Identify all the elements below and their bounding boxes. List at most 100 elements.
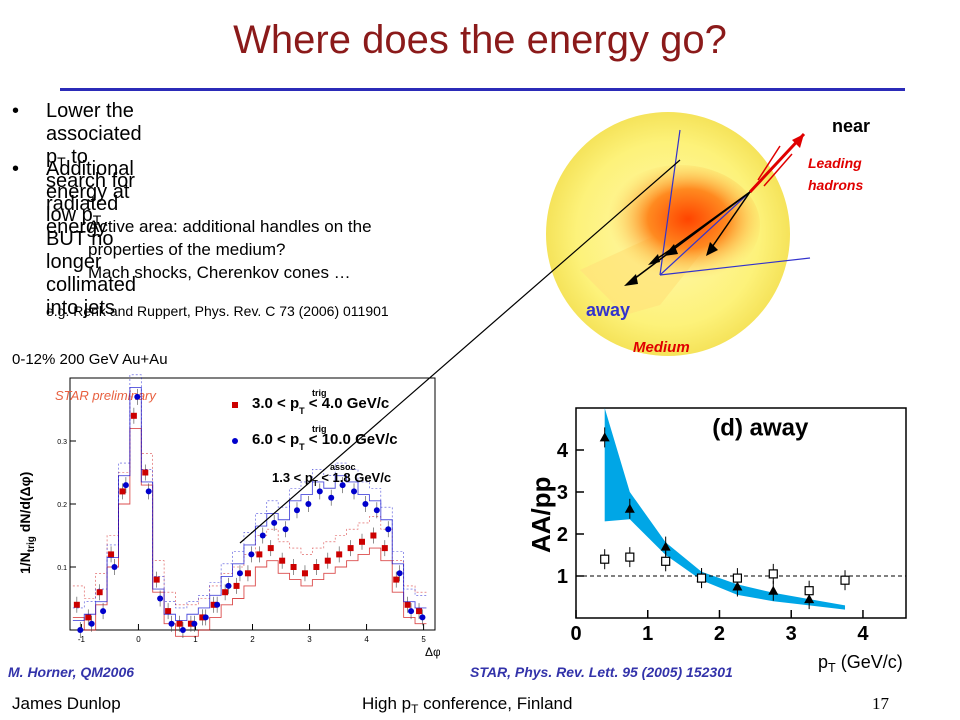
legend-cut-sup: assoc (330, 462, 356, 472)
leading-label: hadrons (808, 177, 863, 193)
data-point (77, 627, 84, 633)
x-tick-label: 2 (250, 635, 255, 644)
data-point (100, 608, 107, 615)
data-point (233, 582, 240, 589)
legend-sup: trig (312, 424, 327, 434)
data-point (222, 589, 229, 596)
data-point (111, 564, 118, 570)
data-point (191, 620, 198, 627)
data-point (732, 573, 743, 583)
y-tick-label: 0.3 (57, 439, 67, 446)
axis-line (659, 257, 811, 276)
y-tick-label: 0.2 (57, 502, 67, 509)
away-label: away (586, 300, 630, 320)
data-point (279, 557, 286, 564)
data-point (85, 614, 92, 621)
data-point (290, 564, 297, 570)
data-point (625, 552, 635, 562)
data-point (696, 573, 707, 583)
hadron-arrow (763, 153, 793, 187)
chart2-panel-label: (d) away (712, 414, 809, 441)
leading-label: Leading (808, 155, 862, 171)
bullet-2-text: Additional energy at low pT BUT no longe… (46, 158, 137, 319)
data-point (804, 586, 814, 596)
data-point (305, 501, 312, 507)
data-point (108, 551, 115, 558)
data-point (282, 526, 289, 533)
y-tick-label: 2 (557, 524, 568, 546)
data-point (660, 541, 671, 551)
data-point (661, 556, 671, 566)
y-tick-label: 1 (557, 566, 568, 588)
data-point (165, 608, 172, 615)
x-tick-label: 0 (136, 635, 141, 644)
data-point (396, 570, 403, 577)
data-point (600, 554, 610, 564)
slide-title: Where does the energy go? (233, 18, 727, 62)
data-point (370, 532, 377, 539)
data-point (145, 488, 152, 495)
x-tick-label: 1 (193, 635, 198, 644)
subpoint-2: Mach shocks, Cherenkov cones … (88, 263, 351, 282)
data-point (419, 614, 426, 621)
legend-entry: 6.0 < pT < 10.0 GeV/c (252, 431, 398, 452)
subpoint-1: Active area: additional handles on the (88, 217, 372, 236)
y-tick-label: 0.1 (57, 565, 67, 572)
x-tick-label: 4 (364, 635, 369, 644)
chart2-xlabel: pT (GeV/c) (818, 652, 903, 675)
medium-label: Medium (633, 339, 690, 356)
hot-region (600, 165, 760, 285)
data-point (328, 494, 335, 501)
x-tick-label: 3 (786, 623, 797, 645)
x-tick-label: 0 (570, 623, 581, 645)
data-point (168, 620, 175, 627)
x-tick-label: 4 (857, 623, 869, 645)
data-point (122, 482, 129, 489)
data-point (316, 488, 323, 495)
near-label: near (832, 116, 870, 136)
data-point (214, 601, 221, 608)
page-number: 17 (872, 694, 889, 713)
data-point (199, 614, 206, 621)
data-point (176, 620, 183, 627)
title-divider (60, 88, 905, 91)
data-point (119, 488, 126, 495)
data-point (248, 551, 255, 558)
subpoint-1-cont: properties of the medium? (88, 240, 286, 259)
data-point (210, 601, 217, 608)
chart1-xlabel: Δφ (425, 645, 440, 659)
chart1-caption: 0-12% 200 GeV Au+Au (12, 351, 168, 368)
data-point (236, 570, 243, 577)
data-point (202, 614, 209, 621)
data-point (840, 575, 850, 585)
data-point (416, 608, 423, 615)
data-point (768, 585, 779, 595)
data-point (259, 532, 266, 539)
data-point (301, 570, 308, 577)
chart2-ylabel: AA/pp (526, 476, 556, 553)
footer-conference: High pT conference, Finland (362, 694, 573, 716)
chart1-ylabel: 1/Ntrig dN/d(Δφ) (17, 472, 37, 574)
data-point (373, 507, 380, 514)
data-point (385, 526, 392, 533)
bullet-dot-icon: • (12, 100, 20, 122)
data-point (134, 393, 141, 400)
x-tick-label: 3 (307, 635, 312, 644)
data-point (130, 412, 137, 419)
legend-sup: trig (312, 388, 327, 398)
data-point (362, 501, 369, 507)
chart1-source: M. Horner, QM2006 (8, 664, 135, 680)
data-point (256, 551, 263, 558)
x-tick-label: 2 (714, 623, 725, 645)
data-point (293, 507, 300, 514)
legend-entry: 3.0 < pT < 4.0 GeV/c (252, 395, 389, 416)
y-tick-label: 4 (557, 440, 569, 462)
leading-hadron-arrow (748, 132, 806, 194)
data-point (381, 545, 388, 552)
data-point (313, 564, 320, 570)
reference-text: e.g. Renk and Ruppert, Phys. Rev. C 73 (… (46, 303, 389, 319)
hadron-arrow (757, 145, 781, 181)
x-tick-label: 1 (642, 623, 653, 645)
data-point (347, 545, 354, 552)
x-tick-label: -1 (78, 635, 86, 644)
